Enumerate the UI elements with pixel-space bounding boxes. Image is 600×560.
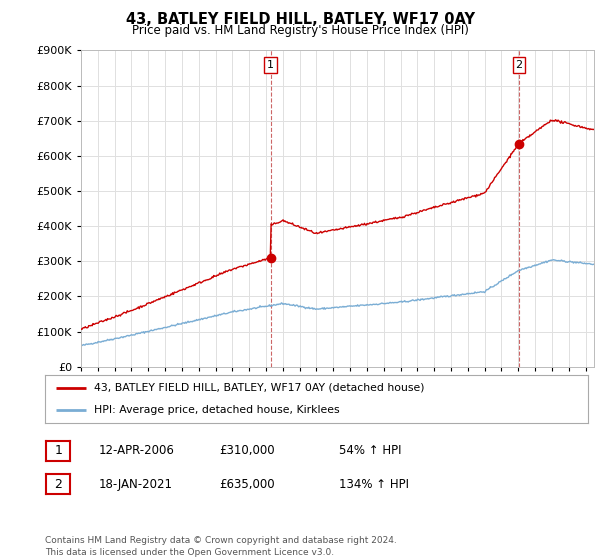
- Text: 43, BATLEY FIELD HILL, BATLEY, WF17 0AY (detached house): 43, BATLEY FIELD HILL, BATLEY, WF17 0AY …: [94, 382, 424, 393]
- Text: Price paid vs. HM Land Registry's House Price Index (HPI): Price paid vs. HM Land Registry's House …: [131, 24, 469, 37]
- Text: 2: 2: [54, 478, 62, 491]
- Text: 54% ↑ HPI: 54% ↑ HPI: [339, 444, 401, 458]
- Text: 12-APR-2006: 12-APR-2006: [99, 444, 175, 458]
- Text: HPI: Average price, detached house, Kirklees: HPI: Average price, detached house, Kirk…: [94, 405, 340, 416]
- Text: £310,000: £310,000: [219, 444, 275, 458]
- Text: 1: 1: [54, 444, 62, 458]
- Text: 43, BATLEY FIELD HILL, BATLEY, WF17 0AY: 43, BATLEY FIELD HILL, BATLEY, WF17 0AY: [125, 12, 475, 27]
- Text: 134% ↑ HPI: 134% ↑ HPI: [339, 478, 409, 491]
- Text: 18-JAN-2021: 18-JAN-2021: [99, 478, 173, 491]
- Text: Contains HM Land Registry data © Crown copyright and database right 2024.
This d: Contains HM Land Registry data © Crown c…: [45, 536, 397, 557]
- Text: 2: 2: [515, 60, 523, 70]
- Text: 1: 1: [267, 60, 274, 70]
- Text: £635,000: £635,000: [219, 478, 275, 491]
